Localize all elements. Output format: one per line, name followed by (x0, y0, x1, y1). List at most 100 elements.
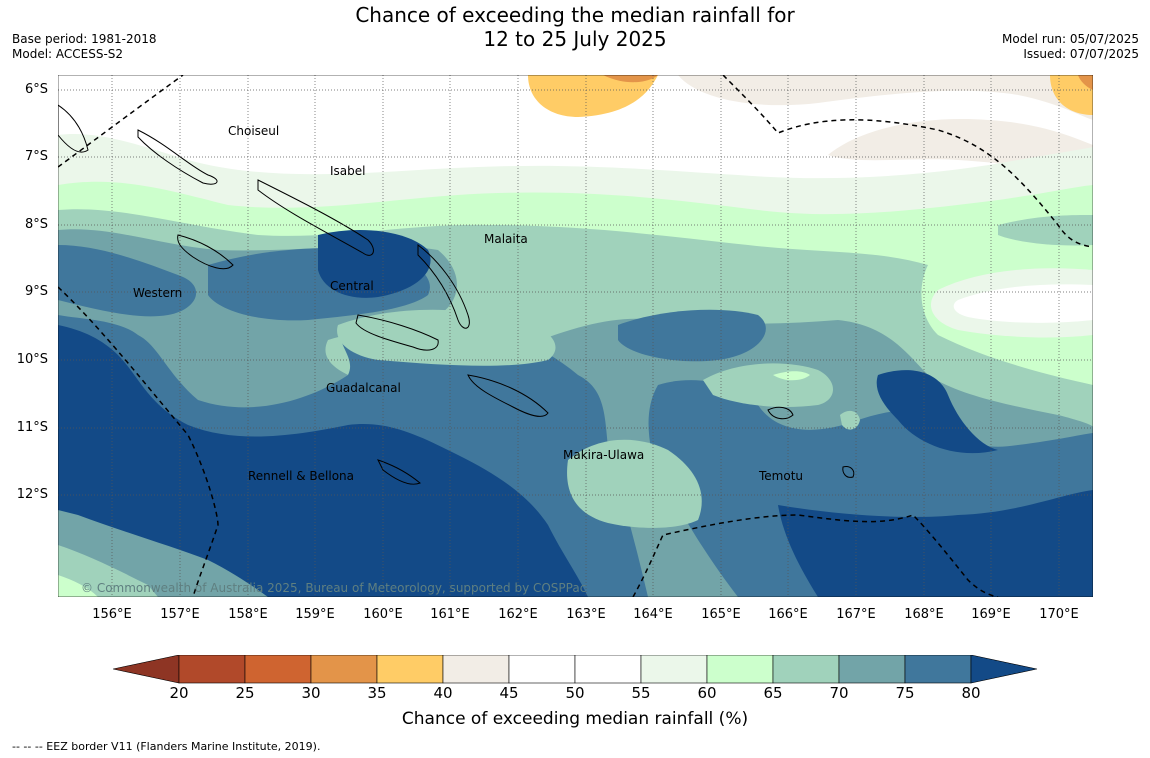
lat-label-12s: 12°S (16, 487, 48, 502)
eez-segment-south-east (632, 514, 999, 597)
lon-label-163e: 163°E (566, 607, 606, 622)
colorbar-cell-35-40 (376, 655, 444, 684)
place-label-isabel: Isabel (330, 164, 366, 178)
colorbar-over-arrow (970, 655, 1038, 684)
colorbar-tick-75: 75 (895, 684, 915, 702)
colorbar-cells (178, 655, 972, 684)
contour-35-40-north (528, 75, 658, 117)
map-title-line2: 12 to 25 July 2025 (483, 27, 667, 51)
contour-40-45-north (208, 75, 1093, 120)
colorbar-tick-70: 70 (829, 684, 849, 702)
contour-75-80-west (58, 245, 197, 317)
colorbar-cell-65-70 (772, 655, 840, 684)
contour-80-southeast (778, 490, 1093, 597)
place-label-western: Western (133, 286, 183, 300)
model-run: Model run: 05/07/2025 (1001, 32, 1139, 46)
place-label-rennell-bellona: Rennell & Bellona (248, 469, 355, 483)
eez-segment-north-east (722, 75, 1093, 248)
colorbar-tick-25: 25 (235, 684, 255, 702)
place-label-choiseul: Choiseul (228, 124, 280, 138)
contour-60-65-east (773, 371, 810, 381)
lon-label-168e: 168°E (904, 607, 944, 622)
lon-label-157e: 157°E (160, 607, 200, 622)
lon-label-161e: 161°E (430, 607, 470, 622)
colorbar (113, 655, 1038, 684)
contour-65-70-temotu (840, 410, 860, 430)
island-new-georgia (177, 234, 234, 270)
colorbar-tick-45: 45 (499, 684, 519, 702)
base-period: Base period: 1981-2018 (12, 32, 157, 46)
island-bougainville (58, 104, 89, 153)
lon-label-169e: 169°E (971, 607, 1011, 622)
contour-30-35-northeast (1078, 75, 1093, 90)
contour-45-55-east (953, 284, 1093, 323)
contour-80-south (58, 325, 588, 597)
issued-date: Issued: 07/07/2025 (1023, 47, 1139, 61)
contour-75-80-mid (618, 309, 766, 362)
colorbar-tick-20: 20 (169, 684, 189, 702)
lon-label-164e: 164°E (633, 607, 673, 622)
contour-60-65-southwest (58, 575, 98, 597)
colorbar-tick-50: 50 (565, 684, 585, 702)
eez-segment-north-west (58, 75, 184, 168)
contour-30-35-north (603, 75, 658, 83)
island-isabel (257, 179, 374, 256)
lon-label-159e: 159°E (295, 607, 335, 622)
colorbar-under-arrow (113, 655, 180, 684)
island-vanikoro (842, 466, 855, 478)
lat-label-10s: 10°S (16, 352, 48, 367)
colorbar-cell-45-50 (508, 655, 576, 684)
lon-label-166e: 166°E (768, 607, 808, 622)
contour-65-70-guadalcanal (337, 309, 556, 366)
lat-label-11s: 11°S (16, 420, 48, 435)
place-label-central: Central (330, 279, 374, 293)
colorbar-cell-25-30 (244, 655, 312, 684)
island-rennell (377, 459, 421, 485)
contour-65-70-southwest (58, 545, 158, 597)
contour-80-east (876, 370, 998, 454)
contour-80-west (58, 325, 118, 535)
colorbar-tick-60: 60 (697, 684, 717, 702)
island-makira (467, 374, 549, 417)
lon-label-170e: 170°E (1039, 607, 1079, 622)
eez-footnote: -- -- -- EEZ border V11 (Flanders Marine… (12, 740, 321, 753)
colorbar-tick-65: 65 (763, 684, 783, 702)
lon-label-156e: 156°E (92, 607, 132, 622)
rainfall-map (58, 75, 1093, 597)
graticule (58, 75, 1093, 597)
eez-segment-south-west (58, 286, 219, 597)
eez-border (58, 75, 1093, 597)
contour-35-40-northeast (1050, 75, 1093, 115)
colorbar-tick-35: 35 (367, 684, 387, 702)
colorbar-cell-40-45 (442, 655, 510, 684)
contour-65-70-makira (567, 439, 702, 528)
colorbar-tick-55: 55 (631, 684, 651, 702)
colorbar-tick-80: 80 (961, 684, 981, 702)
contour-80-central (318, 230, 431, 298)
colorbar-tick-40: 40 (433, 684, 453, 702)
colorbar-cell-75-80 (904, 655, 972, 684)
lat-label-9s: 9°S (24, 284, 48, 299)
island-guadalcanal (355, 314, 439, 351)
lat-label-8s: 8°S (24, 217, 48, 232)
colorbar-tick-30: 30 (301, 684, 321, 702)
lat-label-7s: 7°S (24, 149, 48, 164)
lon-label-162e: 162°E (498, 607, 538, 622)
lon-label-165e: 165°E (701, 607, 741, 622)
lon-label-158e: 158°E (228, 607, 268, 622)
place-label-guadalcanal: Guadalcanal (326, 381, 401, 395)
lon-label-160e: 160°E (363, 607, 403, 622)
lat-label-6s: 6°S (24, 82, 48, 97)
colorbar-cell-70-75 (838, 655, 906, 684)
island-santa-cruz (767, 406, 794, 420)
lon-label-167e: 167°E (836, 607, 876, 622)
colorbar-cell-60-65 (706, 655, 774, 684)
model-name: Model: ACCESS-S2 (12, 47, 124, 61)
place-label-makira-ulawa: Makira-Ulawa (563, 448, 645, 462)
map-title-line1: Chance of exceeding the median rainfall … (355, 3, 795, 27)
place-label-malaita: Malaita (484, 232, 528, 246)
colorbar-title: Chance of exceeding median rainfall (%) (401, 709, 749, 729)
island-malaita (417, 243, 470, 329)
colorbar-cell-50-55 (574, 655, 642, 684)
colorbar-cell-30-35 (310, 655, 378, 684)
